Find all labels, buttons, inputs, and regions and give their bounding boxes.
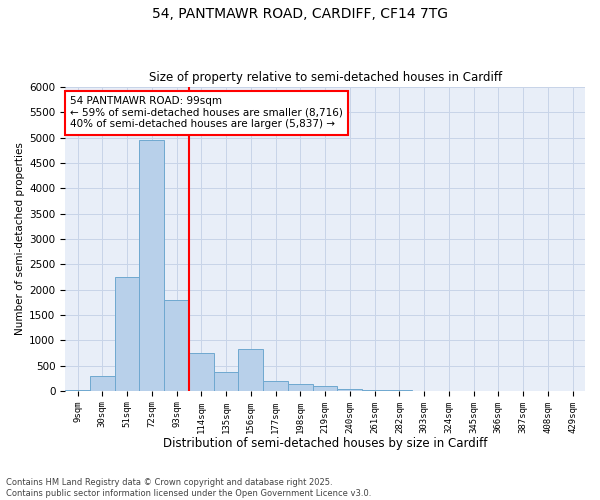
Bar	[387, 390, 412, 391]
Bar	[337, 388, 362, 391]
Bar	[65, 390, 90, 391]
Bar	[189, 353, 214, 391]
Text: 54 PANTMAWR ROAD: 99sqm
← 59% of semi-detached houses are smaller (8,716)
40% of: 54 PANTMAWR ROAD: 99sqm ← 59% of semi-de…	[70, 96, 343, 130]
Bar	[115, 277, 139, 391]
X-axis label: Distribution of semi-detached houses by size in Cardiff: Distribution of semi-detached houses by …	[163, 437, 487, 450]
Bar	[362, 390, 387, 391]
Text: 54, PANTMAWR ROAD, CARDIFF, CF14 7TG: 54, PANTMAWR ROAD, CARDIFF, CF14 7TG	[152, 8, 448, 22]
Bar	[288, 384, 313, 391]
Bar	[90, 376, 115, 391]
Bar	[313, 386, 337, 391]
Bar	[164, 300, 189, 391]
Y-axis label: Number of semi-detached properties: Number of semi-detached properties	[15, 142, 25, 336]
Bar	[263, 380, 288, 391]
Bar	[214, 372, 238, 391]
Bar	[238, 350, 263, 391]
Bar	[139, 140, 164, 391]
Title: Size of property relative to semi-detached houses in Cardiff: Size of property relative to semi-detach…	[149, 72, 502, 85]
Text: Contains HM Land Registry data © Crown copyright and database right 2025.
Contai: Contains HM Land Registry data © Crown c…	[6, 478, 371, 498]
